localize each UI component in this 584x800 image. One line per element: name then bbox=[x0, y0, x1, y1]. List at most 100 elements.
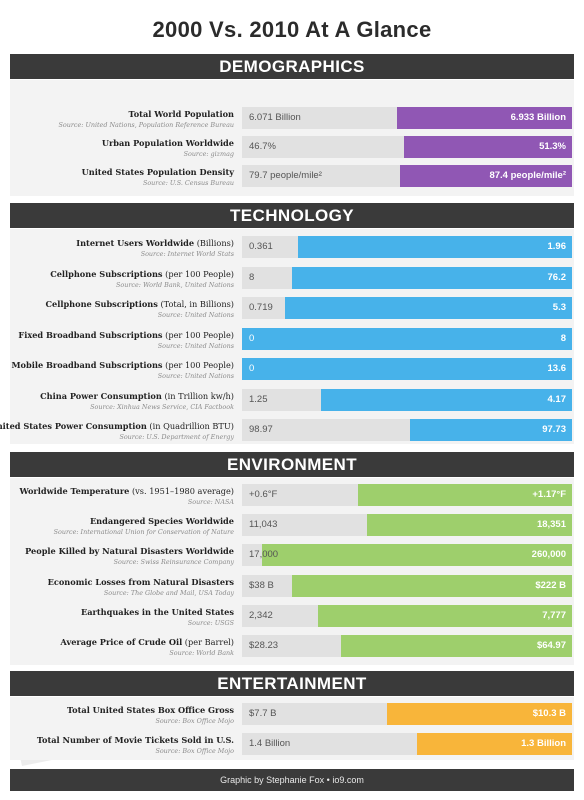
row-title: Cellphone Subscriptions (Total, in Billi… bbox=[0, 299, 235, 309]
bar-2010 bbox=[284, 297, 572, 319]
row-title: Economic Losses from Natural Disasters bbox=[0, 577, 234, 587]
value-2000: 0.361 bbox=[249, 241, 273, 252]
row-source: Source: United Nations bbox=[157, 311, 234, 319]
value-2010: 4.17 bbox=[547, 393, 567, 405]
row-unit: (in Quadrillion BTU) bbox=[146, 421, 234, 431]
row-source: Source: Box Office Mojo bbox=[155, 717, 234, 725]
row-source: Source: gizmag bbox=[183, 150, 234, 158]
value-2000: 0.719 bbox=[249, 302, 273, 313]
row-title: China Power Consumption (in Trillion kw/… bbox=[0, 391, 234, 401]
row-title: Worldwide Temperature (vs. 1951–1980 ave… bbox=[0, 486, 234, 496]
page-title: 2000 Vs. 2010 At A Glance bbox=[152, 17, 432, 42]
value-2010: 5.3 bbox=[552, 302, 566, 313]
value-2000: 1.4 Billion bbox=[249, 738, 291, 749]
row-title: Internet Users Worldwide (Billions) bbox=[0, 238, 234, 248]
bar-2010 bbox=[291, 574, 572, 597]
value-2000: 2,342 bbox=[249, 609, 273, 621]
row-label: Internet Users Worldwide (Billions) Sourc… bbox=[0, 238, 234, 258]
bar-2010 bbox=[291, 266, 572, 289]
bar-2010 bbox=[242, 358, 572, 380]
bar-track: +0.6°F +1.17°F bbox=[242, 484, 572, 506]
bar-track: $7.7 B $10.3 B bbox=[242, 703, 572, 725]
data-row: China Power Consumption (in Trillion kw/… bbox=[10, 388, 574, 420]
value-2010: +1.17°F bbox=[532, 489, 566, 500]
bar-2010 bbox=[321, 388, 572, 411]
bar-track: $38 B $222 B bbox=[242, 574, 572, 597]
footer-credit: Graphic by Stephanie Fox • io9.com bbox=[10, 769, 574, 791]
bar-2010 bbox=[403, 136, 572, 158]
data-row: Internet Users Worldwide (Billions) Sourc… bbox=[10, 236, 574, 267]
row-unit: (vs. 1951–1980 average) bbox=[129, 486, 234, 496]
bar-track: 0 13.6 bbox=[242, 358, 572, 380]
row-label: Cellphone Subscriptions (per 100 People)… bbox=[0, 269, 234, 289]
value-2000: 11,043 bbox=[249, 519, 278, 531]
bar-2010 bbox=[410, 419, 572, 441]
row-label: People Killed by Natural Disasters World… bbox=[0, 546, 234, 566]
value-2010: 8 bbox=[560, 332, 566, 344]
value-2010: $10.3 B bbox=[532, 708, 566, 719]
row-source: Source: World Bank bbox=[169, 649, 234, 657]
row-title: Earthquakes in the United States bbox=[0, 607, 234, 617]
row-unit: (per Barrel) bbox=[182, 637, 234, 647]
row-title-text: Endangered Species Worldwide bbox=[89, 516, 234, 527]
value-2010: $222 B bbox=[535, 579, 566, 591]
row-source: Source: United Nations bbox=[157, 372, 234, 380]
value-2010: 76.2 bbox=[547, 271, 567, 283]
row-title: People Killed by Natural Disasters World… bbox=[0, 546, 234, 556]
data-row: Cellphone Subscriptions (Total, in Billi… bbox=[10, 297, 574, 328]
row-source: Source: World Bank, United Nations bbox=[116, 280, 234, 289]
row-title-text: Total World Population bbox=[128, 109, 234, 119]
bar-track: $28.23 $64.97 bbox=[242, 635, 572, 657]
value-2010: 1.96 bbox=[547, 241, 567, 252]
row-title: Total United States Box Office Gross bbox=[0, 705, 234, 715]
row-title-text: Fixed Broadband Subscriptions bbox=[18, 329, 163, 340]
row-title: Total World Population bbox=[0, 109, 234, 119]
row-label: Total Number of Movie Tickets Sold in U.… bbox=[0, 735, 234, 755]
data-row: Cellphone Subscriptions (per 100 People)… bbox=[10, 266, 574, 298]
row-label: Urban Population Worldwide Source: gizmag bbox=[0, 138, 234, 158]
value-2000: 98.97 bbox=[249, 424, 273, 435]
row-title: Mobile Broadband Subscriptions (per 100 … bbox=[0, 360, 234, 370]
bar-track: 0.361 1.96 bbox=[242, 236, 572, 258]
bar-track: 98.97 97.73 bbox=[242, 419, 572, 441]
row-label: Average Price of Crude Oil (per Barrel) S… bbox=[0, 637, 234, 657]
row-title-text: United States Population Density bbox=[81, 167, 234, 177]
bar-2010 bbox=[341, 635, 572, 657]
section-body-environment bbox=[10, 478, 574, 665]
row-unit: (per 100 People) bbox=[162, 360, 234, 370]
row-title-text: Cellphone Subscriptions bbox=[45, 299, 158, 309]
row-unit: (per 100 People) bbox=[162, 329, 234, 340]
value-2010: 260,000 bbox=[531, 549, 566, 561]
row-source: Source: U.S. Census Bureau bbox=[142, 179, 234, 187]
row-unit: (Total, in Billions) bbox=[157, 299, 234, 309]
row-title-text: Worldwide Temperature bbox=[19, 486, 130, 496]
row-title-text: Urban Population Worldwide bbox=[101, 138, 234, 148]
data-row: Total World Population Source: United Nat… bbox=[10, 107, 574, 138]
bar-track: 1.4 Billion 1.3 Billion bbox=[242, 733, 572, 755]
value-2010: 7,777 bbox=[542, 609, 566, 621]
value-2000: 17,000 bbox=[249, 549, 279, 561]
bar-2010 bbox=[367, 514, 572, 537]
row-title-text: Earthquakes in the United States bbox=[81, 606, 234, 617]
row-title: Endangered Species Worldwide bbox=[0, 516, 234, 526]
value-2000: $7.7 B bbox=[249, 708, 277, 719]
row-title-text: Internet Users Worldwide bbox=[76, 238, 195, 248]
row-label: Fixed Broadband Subscriptions (per 100 P… bbox=[0, 330, 234, 350]
row-source: Source: Swiss Reinsurance Company bbox=[113, 558, 234, 567]
bar-track: 17,000 260,000 bbox=[242, 544, 572, 567]
data-row: Worldwide Temperature (vs. 1951–1980 ave… bbox=[10, 484, 574, 515]
row-source: Source: The Globe and Mail, USA Today bbox=[103, 588, 234, 597]
row-source: Source: Xinhua News Service, CIA Factboo… bbox=[90, 402, 234, 411]
value-2010: 97.73 bbox=[542, 424, 566, 435]
data-row: Earthquakes in the United States Source: … bbox=[10, 604, 574, 636]
row-title-text: China Power Consumption bbox=[40, 390, 162, 401]
row-title: Average Price of Crude Oil (per Barrel) bbox=[0, 637, 234, 647]
row-label: Cellphone Subscriptions (Total, in Billi… bbox=[0, 299, 235, 319]
row-title: United States Population Density bbox=[0, 167, 234, 177]
row-label: Economic Losses from Natural Disasters So… bbox=[0, 577, 234, 597]
row-unit: (in Trillion kw/h) bbox=[161, 390, 234, 401]
row-title-text: Economic Losses from Natural Disasters bbox=[47, 576, 234, 587]
row-title-text: Cellphone Subscriptions bbox=[50, 268, 163, 279]
value-2000: $28.23 bbox=[249, 640, 279, 651]
value-2000: 1.25 bbox=[249, 393, 268, 405]
